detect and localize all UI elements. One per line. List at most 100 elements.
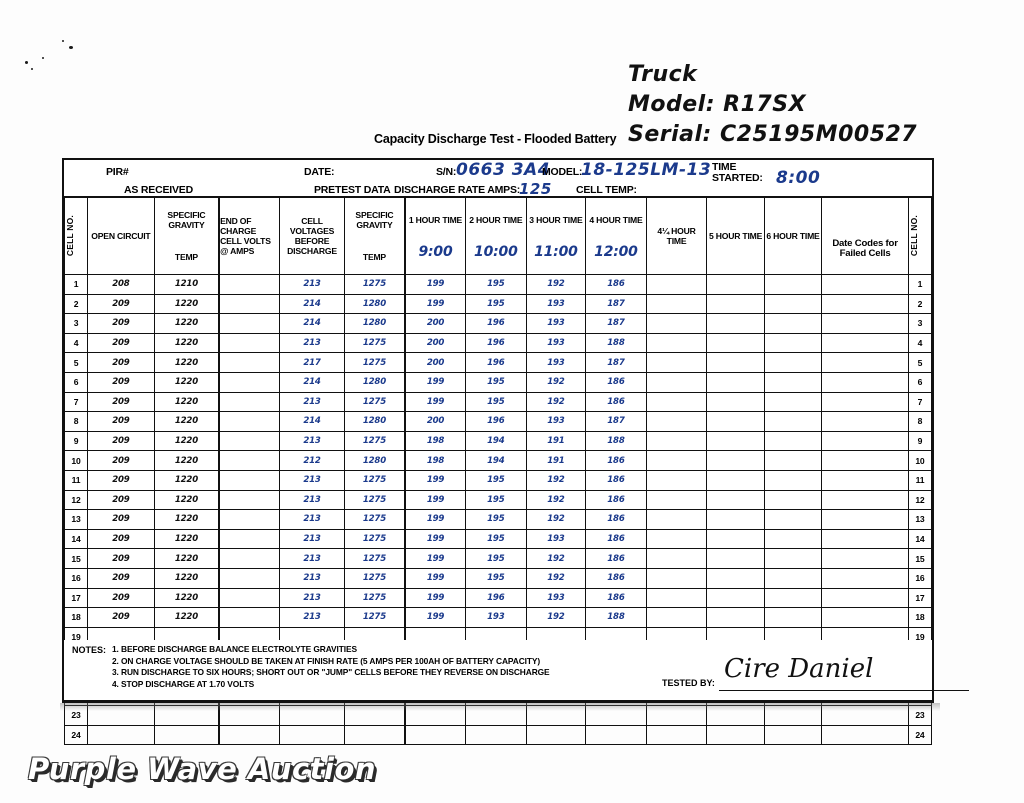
cell-h6	[763, 371, 823, 393]
cell-h4q	[645, 274, 708, 295]
cell-h5	[706, 391, 765, 413]
cell-cell_volts	[279, 724, 345, 746]
col-sg1-text: SPECIFIC GRAVITY	[167, 210, 206, 230]
cell-eoc	[218, 567, 281, 589]
cell-eoc	[218, 724, 281, 746]
cell-sg2: 1280	[343, 293, 406, 315]
cell-h3: 193	[525, 332, 587, 354]
col-cell-no-right-text: CELL NO.	[908, 215, 919, 257]
cell-h6	[763, 724, 823, 746]
cell-h6	[763, 352, 823, 373]
cell-eoc	[218, 587, 281, 609]
cell-h2: 195	[465, 548, 527, 569]
cell-sg1: 1220	[153, 548, 220, 569]
row-number-left: 4	[64, 332, 88, 354]
cell-sg2: 1275	[343, 430, 406, 452]
col-sg2-text: SPECIFIC GRAVITY	[355, 210, 394, 230]
cell-h4: 186	[585, 567, 647, 589]
table-row: 9 209 1220 213 1275 198 194 191 188 9	[64, 430, 933, 452]
cell-h2: 194	[465, 450, 527, 471]
cell-h3: 191	[525, 430, 587, 452]
cell-cell_volts: 214	[279, 313, 345, 334]
cell-h6	[763, 391, 823, 413]
capacity-discharge-test-form: PIR# DATE: S/N: 0663 3A4 MODEL: 18-125LM…	[62, 158, 934, 746]
table-row: 14 209 1220 213 1275 199 195 193 186 14	[64, 528, 933, 550]
cell-cell_volts: 213	[279, 274, 345, 295]
cell-eoc	[218, 489, 281, 511]
cell-h5	[706, 430, 765, 452]
row-number-left: 3	[64, 313, 88, 334]
tested-by-label: TESTED BY:	[662, 678, 715, 688]
cell-h5	[706, 371, 765, 393]
cell-h4: 187	[585, 352, 647, 373]
row-number-right: 1	[907, 274, 933, 295]
note-item-3: 3. RUN DISCHARGE TO SIX HOURS; SHORT OUT…	[112, 667, 550, 677]
col-sg1-temp-text: TEMP	[174, 252, 198, 262]
row-number-right: 12	[907, 489, 933, 511]
table-row: 16 209 1220 213 1275 199 195 192 186 16	[64, 567, 933, 589]
col-hour4q-text: 4¼ HOUR TIME	[657, 226, 696, 246]
row-number-left: 15	[64, 548, 88, 569]
cell-h1: 200	[404, 332, 467, 354]
hour2-timestamp: 10:00	[474, 244, 518, 260]
row-number-left: 11	[64, 469, 88, 491]
row-number-right: 13	[907, 509, 933, 530]
cell-h1: 200	[404, 313, 467, 334]
cell-open_circuit: 209	[86, 371, 155, 393]
cell-h5	[706, 352, 765, 373]
cell-h1: 199	[404, 293, 467, 315]
col-hour6: 6 HOUR TIME	[763, 196, 823, 275]
cell-h6	[763, 450, 823, 471]
cell-codes	[821, 469, 909, 491]
table-row: 24 24	[64, 724, 933, 746]
row-number-right: 18	[907, 607, 933, 628]
cell-h6	[763, 528, 823, 550]
cell-codes	[821, 450, 909, 471]
cell-h2: 195	[465, 293, 527, 315]
cell-open_circuit: 209	[86, 509, 155, 530]
cell-eoc	[218, 411, 281, 432]
cell-sg2: 1275	[343, 528, 406, 550]
cell-open_circuit: 209	[86, 528, 155, 550]
cell-h4q	[645, 567, 708, 589]
row-number-right: 16	[907, 567, 933, 589]
table-row: 6 209 1220 214 1280 199 195 192 186 6	[64, 371, 933, 393]
cell-h3: 193	[525, 528, 587, 550]
row-number-left: 18	[64, 607, 88, 628]
cell-eoc	[218, 274, 281, 295]
col-cell-no-left: CELL NO.	[64, 196, 88, 275]
col-hour1-text: 1 HOUR TIME	[408, 215, 463, 225]
table-row: 23 23	[64, 705, 933, 726]
hour3-timestamp: 11:00	[534, 244, 578, 260]
col-hour3: 3 HOUR TIME 11:00	[525, 196, 587, 275]
row-number-right: 8	[907, 411, 933, 432]
cell-h4q	[645, 489, 708, 511]
cell-h4: 187	[585, 411, 647, 432]
form-title: Capacity Discharge Test - Flooded Batter…	[374, 132, 617, 146]
cell-h4: 188	[585, 607, 647, 628]
cell-h1: 199	[404, 567, 467, 589]
cell-sg1: 1220	[153, 607, 220, 628]
cell-sg1: 1220	[153, 450, 220, 471]
cell-sg1: 1220	[153, 509, 220, 530]
row-number-right: 9	[907, 430, 933, 452]
cell-cell_volts: 213	[279, 489, 345, 511]
cell-h4q	[645, 293, 708, 315]
hour4-timestamp: 12:00	[594, 244, 638, 260]
cell-codes	[821, 489, 909, 511]
col-specific-gravity-2: SPECIFIC GRAVITY TEMP	[343, 196, 406, 275]
cell-h4: 188	[585, 332, 647, 354]
cell-open_circuit: 209	[86, 548, 155, 569]
cell-h2: 195	[465, 509, 527, 530]
cell-h4q	[645, 548, 708, 569]
row-number-left: 14	[64, 528, 88, 550]
cell-h2: 195	[465, 567, 527, 589]
cell-codes	[821, 411, 909, 432]
cell-cell_volts: 213	[279, 548, 345, 569]
cell-h3: 192	[525, 469, 587, 491]
cell-h4q	[645, 352, 708, 373]
cell-h1: 198	[404, 430, 467, 452]
cell-h5	[706, 469, 765, 491]
cell-cell_volts: 213	[279, 391, 345, 413]
cell-cell_volts: 214	[279, 293, 345, 315]
